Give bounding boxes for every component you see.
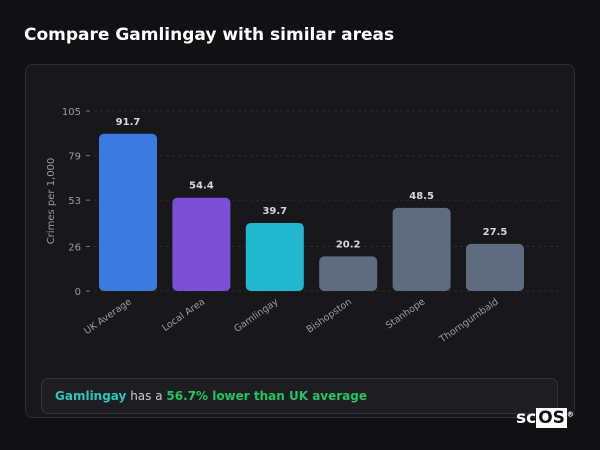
x-tick-label: Stanhope	[384, 296, 428, 331]
x-tick-label: Local Area	[160, 296, 207, 333]
area-name: Gamlingay	[55, 389, 127, 403]
data-label: 48.5	[409, 191, 434, 202]
data-label: 39.7	[262, 206, 287, 217]
data-label: 54.4	[189, 181, 214, 192]
scos-logo: sc OS ®	[516, 408, 574, 428]
data-label: 20.2	[336, 239, 361, 250]
x-tick-label: UK Average	[82, 296, 134, 337]
y-tick-label: 105	[62, 107, 81, 118]
summary-text: has a	[126, 389, 167, 403]
comparison-summary: Gamlingay has a 56.7% lower than UK aver…	[41, 378, 558, 414]
data-label: 91.7	[116, 117, 141, 128]
summary-highlight: 56.7% lower than UK average	[166, 389, 367, 403]
bar-thorngumbald	[466, 243, 524, 291]
x-tick-label: Thorngumbald	[437, 296, 501, 345]
bar-local-area	[172, 197, 231, 291]
page-title: Compare Gamlingay with similar areas	[24, 25, 395, 45]
x-tick-label: Bishopston	[305, 296, 354, 335]
x-tick-label: Gamlingay	[232, 296, 281, 335]
bar-bishopston	[319, 256, 378, 291]
y-tick-label: 26	[68, 242, 81, 253]
data-label: 27.5	[483, 227, 508, 238]
bar-stanhope	[392, 207, 451, 291]
y-tick-label: 79	[68, 152, 81, 163]
y-tick-label: 53	[68, 196, 81, 207]
y-tick-label: 0	[75, 287, 81, 298]
bar-gamlingay	[245, 222, 304, 291]
y-axis-label: Crimes per 1,000	[46, 158, 57, 245]
bar-uk-average	[99, 133, 157, 291]
